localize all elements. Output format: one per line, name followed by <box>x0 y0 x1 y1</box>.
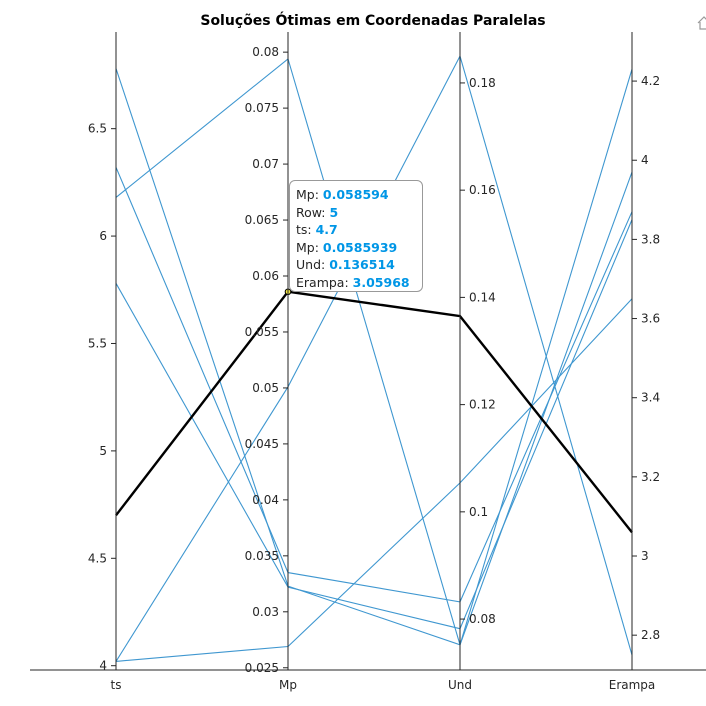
tick-label: 0.08 <box>469 612 496 626</box>
datatip-row: ts: 4.7 <box>296 222 338 237</box>
datatip-row: Mp: 0.058594 <box>296 187 389 202</box>
tick-label: 5 <box>99 444 107 458</box>
tick-label: 0.06 <box>252 269 279 283</box>
series-line[interactable] <box>115 54 633 662</box>
tick-label: 0.08 <box>252 45 279 59</box>
tick-label: 0.065 <box>245 213 279 227</box>
datatip-row: Erampa: 3.05968 <box>296 274 410 290</box>
datatip-row: Mp: 0.0585939 <box>296 239 398 255</box>
chart-title: Soluções Ótimas em Coordenadas Paralelas <box>200 11 545 29</box>
axes: 4 4.5 5 5.5 6 6.5 ts 0.025 0.03 0.035 0.04 0.045 0.0… <box>88 32 660 692</box>
tick-label: 0.04 <box>252 493 279 507</box>
datatip-row: Row: 5 <box>296 204 339 220</box>
tick-label: 0.1 <box>469 505 488 519</box>
series-line[interactable] <box>115 298 633 662</box>
tick-label: 0.03 <box>252 605 279 619</box>
tick-label: 6.5 <box>88 122 107 136</box>
axis-label-und: Und <box>448 678 472 692</box>
tick-label: 3.6 <box>641 312 660 326</box>
tick-label: 3.8 <box>641 232 660 246</box>
tick-label: 4 <box>99 659 107 673</box>
tick-label: 0.025 <box>245 661 279 675</box>
tick-label: 0.18 <box>469 76 496 90</box>
tick-label: 0.16 <box>469 183 496 197</box>
tick-label: 3.4 <box>641 391 660 405</box>
datatip: Mp: 0.058594 Row: 5 ts: 4.7 Mp: 0.058593… <box>289 180 423 292</box>
axis-label-erampa: Erampa <box>609 678 656 692</box>
tick-label: 3 <box>641 549 649 563</box>
tick-label: 4.2 <box>641 74 660 88</box>
tick-label: 3.2 <box>641 470 660 484</box>
series-line[interactable] <box>115 167 633 603</box>
tick-label: 0.07 <box>252 157 279 171</box>
axis-label-ts: ts <box>111 678 122 692</box>
tick-label: 0.14 <box>469 290 496 304</box>
tick-label: 0.075 <box>245 101 279 115</box>
highlighted-series-line[interactable] <box>115 290 633 534</box>
datatip-row: Und: 0.136514 <box>296 257 395 272</box>
tick-label: 0.035 <box>245 549 279 563</box>
tick-label: 4 <box>641 153 649 167</box>
home-icon[interactable] <box>697 16 706 30</box>
axis-label-mp: Mp <box>279 678 297 692</box>
tick-label: 0.12 <box>469 398 496 412</box>
tick-label: 0.045 <box>245 437 279 451</box>
tick-label: 5.5 <box>88 336 107 350</box>
tick-label: 6 <box>99 229 107 243</box>
tick-label: 2.8 <box>641 628 660 642</box>
tick-label: 4.5 <box>88 551 107 565</box>
tick-label: 0.05 <box>252 381 279 395</box>
tick-label: 0.055 <box>245 325 279 339</box>
series-line[interactable] <box>115 57 633 647</box>
series-lines <box>115 54 633 662</box>
series-line[interactable] <box>115 68 633 646</box>
